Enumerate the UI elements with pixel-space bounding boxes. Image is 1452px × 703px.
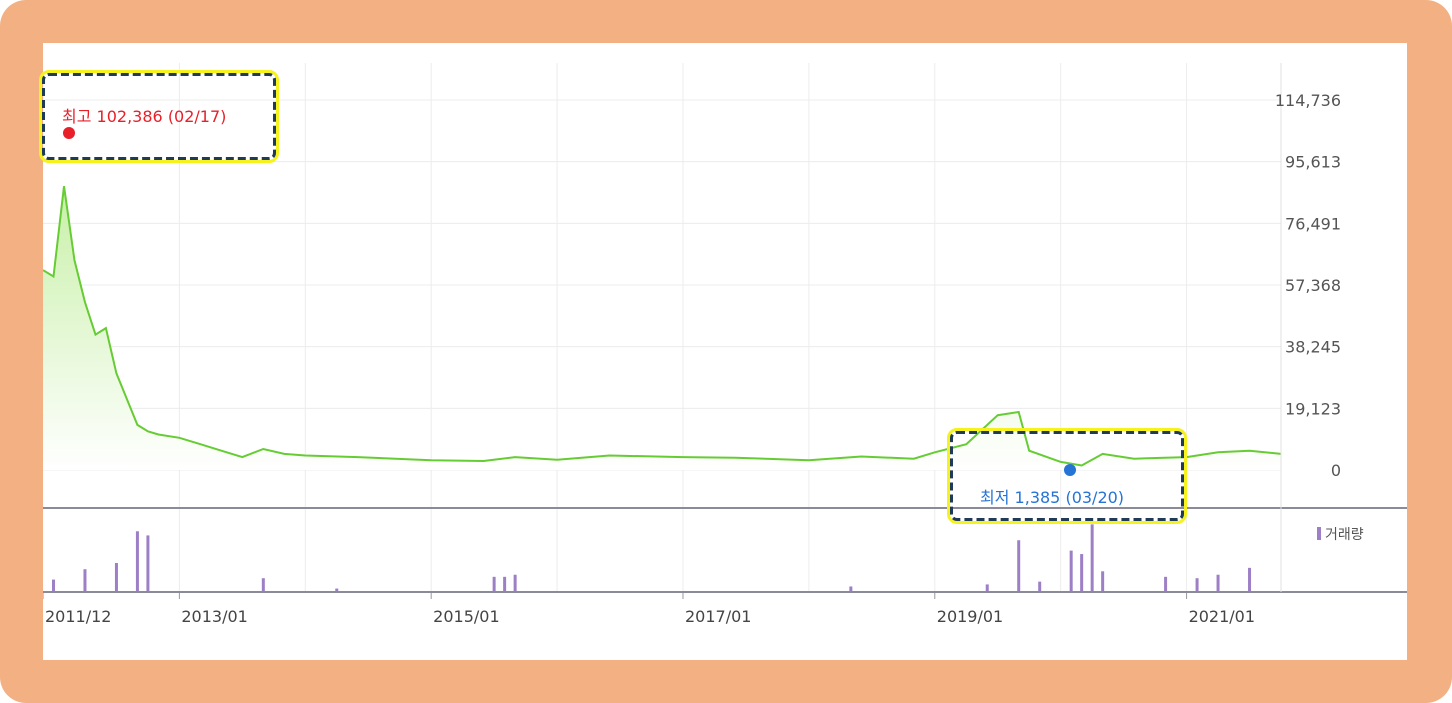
volume-bar: [114, 563, 118, 592]
volume-legend-label: 거래량: [1325, 527, 1364, 543]
y-tick-label: 19,123: [1285, 399, 1341, 418]
volume-bar: [51, 579, 55, 592]
max-label: 최고 102,386 (02/17): [62, 103, 226, 127]
volume-bar: [985, 584, 989, 592]
volume-legend-swatch: [1317, 527, 1321, 540]
max-value: 102,386: [96, 107, 163, 126]
min-marker: [1064, 464, 1076, 476]
volume-bar: [1248, 567, 1252, 592]
volume-bar: [513, 574, 517, 592]
max-date: (02/17): [167, 107, 227, 126]
volume-bar: [492, 576, 496, 592]
grid-lines: [43, 63, 1281, 591]
volume-bar: [849, 586, 853, 592]
y-tick-label: 0: [1331, 461, 1341, 480]
volume-bar: [1069, 550, 1073, 592]
volume-bar: [1164, 576, 1168, 592]
x-tick-label: 2013/01: [181, 607, 247, 626]
volume-bar: [335, 588, 339, 592]
price-line: [43, 186, 1282, 467]
x-tick-label: 2017/01: [685, 607, 751, 626]
price-area-fill: [43, 186, 1281, 470]
volume-bar: [1017, 540, 1021, 592]
volume-bar: [1090, 524, 1094, 592]
min-date: (03/20): [1065, 488, 1125, 507]
volume-bar: [1101, 571, 1105, 592]
y-tick-label: 114,736: [1275, 91, 1341, 110]
x-tick-label: 2021/01: [1189, 607, 1255, 626]
min-label: 최저 1,385 (03/20): [980, 484, 1124, 508]
volume-bar: [503, 576, 507, 592]
volume-bar: [135, 531, 139, 592]
max-annotation-box: [39, 70, 279, 163]
volume-bar: [1080, 554, 1084, 592]
min-value: 1,385: [1014, 488, 1061, 507]
y-tick-label: 57,368: [1285, 276, 1341, 295]
x-tick-label: 2015/01: [433, 607, 499, 626]
volume-bar: [1038, 581, 1042, 592]
x-tick-label: 2019/01: [937, 607, 1003, 626]
max-marker: [63, 127, 75, 139]
volume-bar: [83, 569, 87, 592]
y-tick-label: 76,491: [1285, 214, 1341, 233]
y-tick-label: 95,613: [1285, 153, 1341, 172]
min-prefix: 최저: [980, 488, 1010, 507]
max-prefix: 최고: [62, 107, 92, 126]
x-tick-label: 2011/12: [45, 607, 111, 626]
volume-bar: [1216, 574, 1220, 592]
volume-bar: [146, 535, 150, 592]
volume-bar: [1195, 578, 1199, 592]
min-annotation-box: [947, 428, 1187, 524]
volume-bar: [261, 578, 265, 592]
chart-panel: 0 19,123 38,245 57,368 76,491 95,613 114,736 20…: [39, 43, 1407, 660]
y-tick-label: 38,245: [1285, 338, 1341, 357]
price-chart: 0 19,123 38,245 57,368 76,491 95,613 114,736 20…: [43, 63, 1407, 626]
